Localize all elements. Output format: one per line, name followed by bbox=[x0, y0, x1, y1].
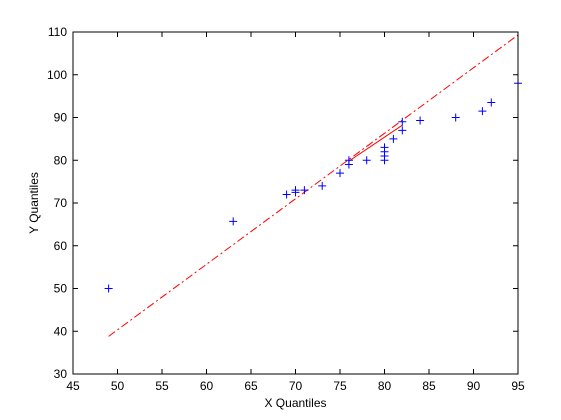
x-tick-label: 70 bbox=[289, 379, 303, 393]
data-point-plus bbox=[398, 117, 407, 126]
y-axis-label: Y Quantiles bbox=[27, 172, 41, 234]
data-point-plus bbox=[229, 217, 238, 226]
data-point-plus bbox=[487, 98, 496, 107]
x-tick-label: 50 bbox=[111, 379, 125, 393]
data-point-plus bbox=[398, 126, 407, 135]
y-tick-label: 110 bbox=[48, 25, 67, 39]
data-point-plus bbox=[389, 134, 398, 143]
data-point-plus bbox=[416, 116, 425, 125]
data-point-plus bbox=[336, 169, 344, 178]
x-tick-label: 85 bbox=[422, 379, 436, 393]
y-tick-label: 80 bbox=[54, 153, 68, 167]
x-tick-label: 95 bbox=[511, 379, 525, 393]
data-point-plus bbox=[104, 284, 113, 293]
x-tick-label: 90 bbox=[467, 379, 481, 393]
data-point-plus bbox=[291, 186, 300, 195]
data-point-plus bbox=[451, 113, 460, 122]
reference-line-fit bbox=[348, 124, 403, 162]
x-tick-label: 55 bbox=[155, 379, 169, 393]
data-point-plus bbox=[344, 156, 353, 165]
y-tick-label: 50 bbox=[54, 282, 68, 296]
x-tick-labels: 45 50 55 60 65 70 75 80 85 90 95 bbox=[66, 379, 525, 393]
x-tick-label: 60 bbox=[200, 379, 214, 393]
reference-lines bbox=[108, 34, 519, 337]
x-tick-label: 75 bbox=[333, 379, 347, 393]
data-point-plus bbox=[300, 186, 309, 195]
y-tick-label: 60 bbox=[54, 239, 68, 253]
axes-box bbox=[72, 31, 519, 375]
data-point-plus bbox=[380, 143, 389, 152]
x-axis-label: X Quantiles bbox=[264, 396, 326, 410]
y-tick-label: 90 bbox=[54, 111, 68, 125]
data-point-plus bbox=[478, 107, 487, 116]
data-point-plus bbox=[282, 190, 291, 199]
y-tick-label: 30 bbox=[54, 367, 68, 381]
y-tick-label: 40 bbox=[54, 324, 68, 338]
reference-line-extrapolated bbox=[108, 34, 519, 337]
x-tick-label: 45 bbox=[66, 379, 80, 393]
y-tick-label: 100 bbox=[47, 68, 67, 82]
y-tick-label: 70 bbox=[54, 196, 68, 210]
x-tick-label: 65 bbox=[244, 379, 258, 393]
x-tick-label: 80 bbox=[378, 379, 392, 393]
plot-area bbox=[73, 32, 518, 374]
data-point-plus bbox=[362, 156, 371, 165]
data-point-plus bbox=[318, 181, 327, 190]
y-tick-labels: 30 40 50 60 70 80 90 100 110 bbox=[47, 25, 67, 381]
